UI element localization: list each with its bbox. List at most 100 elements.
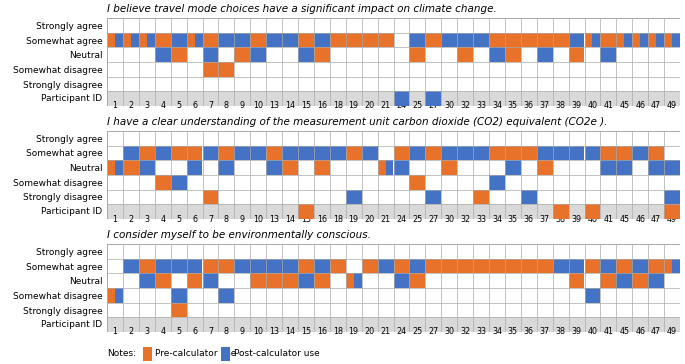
Bar xyxy=(203,62,219,77)
Bar xyxy=(346,146,362,160)
Bar xyxy=(601,273,616,288)
Bar xyxy=(473,190,489,204)
Bar xyxy=(664,190,680,204)
Bar xyxy=(314,160,330,175)
Bar xyxy=(553,204,569,219)
Bar xyxy=(171,175,186,190)
Bar xyxy=(664,160,680,175)
Bar xyxy=(425,146,441,160)
Bar xyxy=(203,273,219,288)
Bar xyxy=(171,259,186,273)
Bar xyxy=(282,146,298,160)
Bar xyxy=(123,33,131,47)
Bar xyxy=(473,146,489,160)
Bar xyxy=(123,146,139,160)
Bar xyxy=(282,33,298,47)
Bar xyxy=(282,160,298,175)
Text: I believe travel mode choices have a significant impact on climate change.: I believe travel mode choices have a sig… xyxy=(107,4,497,14)
Bar xyxy=(569,146,584,160)
Bar xyxy=(330,259,346,273)
Bar xyxy=(489,47,505,62)
Bar xyxy=(250,47,266,62)
Bar xyxy=(616,33,624,47)
Bar xyxy=(648,273,664,288)
Bar xyxy=(219,62,234,77)
Bar xyxy=(107,317,680,332)
Bar xyxy=(537,160,553,175)
Bar xyxy=(219,146,234,160)
Bar xyxy=(330,33,346,47)
Bar xyxy=(250,33,266,47)
Bar xyxy=(553,33,569,47)
Bar xyxy=(362,33,377,47)
Bar xyxy=(362,146,377,160)
Bar xyxy=(441,259,457,273)
Bar xyxy=(219,259,234,273)
Bar xyxy=(171,33,186,47)
Bar xyxy=(672,259,680,273)
Bar xyxy=(155,175,171,190)
Bar xyxy=(266,160,282,175)
Bar xyxy=(410,259,425,273)
Bar xyxy=(393,259,410,273)
Text: Post-calculator use: Post-calculator use xyxy=(234,349,319,359)
Bar xyxy=(115,33,123,47)
Bar xyxy=(537,146,553,160)
Bar xyxy=(616,259,632,273)
Bar xyxy=(553,146,569,160)
Bar xyxy=(139,146,155,160)
Bar xyxy=(410,47,425,62)
Bar xyxy=(171,288,186,303)
Bar xyxy=(537,33,553,47)
Bar xyxy=(139,259,155,273)
Bar xyxy=(377,160,386,175)
Bar xyxy=(266,146,282,160)
Bar xyxy=(584,33,593,47)
Bar xyxy=(648,33,656,47)
Bar xyxy=(489,33,505,47)
Bar xyxy=(616,273,632,288)
Bar xyxy=(457,146,473,160)
Bar xyxy=(107,33,115,47)
Bar xyxy=(569,259,584,273)
Bar xyxy=(505,47,521,62)
Bar xyxy=(441,160,457,175)
Bar xyxy=(505,160,521,175)
Bar xyxy=(393,160,410,175)
Bar xyxy=(314,33,330,47)
Bar xyxy=(298,259,314,273)
Bar xyxy=(632,33,640,47)
Bar xyxy=(521,33,537,47)
Bar xyxy=(632,146,648,160)
Bar xyxy=(139,33,147,47)
Bar xyxy=(171,303,186,317)
Bar xyxy=(282,259,298,273)
Bar xyxy=(473,259,489,273)
Bar xyxy=(219,33,234,47)
Bar xyxy=(155,273,171,288)
Bar xyxy=(203,190,219,204)
Bar xyxy=(425,91,441,106)
Bar xyxy=(107,288,115,303)
Bar xyxy=(584,259,601,273)
Bar xyxy=(640,33,648,47)
Bar xyxy=(314,273,330,288)
Bar xyxy=(107,160,115,175)
Bar xyxy=(410,273,425,288)
Bar xyxy=(171,146,186,160)
Text: Pre-calculator use: Pre-calculator use xyxy=(155,349,236,359)
Bar xyxy=(584,288,601,303)
Bar xyxy=(425,259,441,273)
Bar xyxy=(505,146,521,160)
Bar xyxy=(569,33,584,47)
Bar xyxy=(219,160,234,175)
Bar xyxy=(457,47,473,62)
Bar xyxy=(457,259,473,273)
Bar xyxy=(632,259,648,273)
Bar xyxy=(489,146,505,160)
Bar xyxy=(648,160,664,175)
Bar xyxy=(457,33,473,47)
Bar xyxy=(298,273,314,288)
Bar xyxy=(569,273,584,288)
Bar xyxy=(282,273,298,288)
